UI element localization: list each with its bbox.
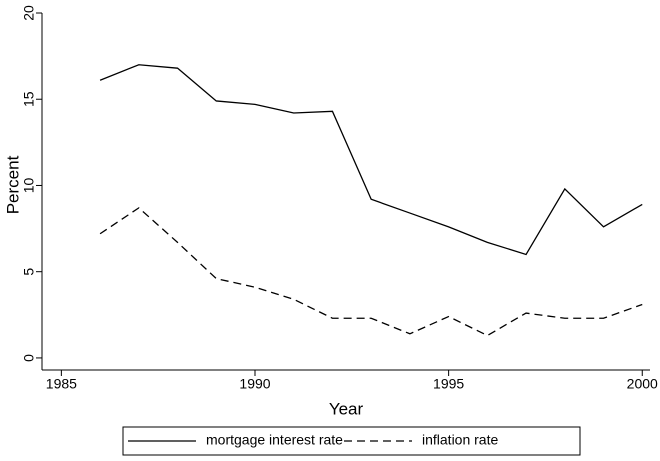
- series-line: [99, 64, 643, 256]
- y-tick-label: 5: [21, 268, 37, 276]
- y-axis-label: Percent: [3, 155, 22, 214]
- legend-label: inflation rate: [422, 432, 498, 448]
- x-tick-label: 1985: [46, 376, 77, 392]
- y-tick-label: 10: [21, 177, 37, 193]
- y-tick-label: 0: [21, 354, 37, 362]
- x-tick-label: 2000: [627, 376, 658, 392]
- x-tick-label: 1990: [239, 376, 270, 392]
- x-axis-label: Year: [329, 399, 364, 418]
- series-line: [99, 207, 643, 337]
- x-tick-label: 1995: [433, 376, 464, 392]
- y-tick-label: 15: [21, 91, 37, 107]
- y-tick-label: 20: [21, 5, 37, 21]
- legend-label: mortgage interest rate: [206, 432, 343, 448]
